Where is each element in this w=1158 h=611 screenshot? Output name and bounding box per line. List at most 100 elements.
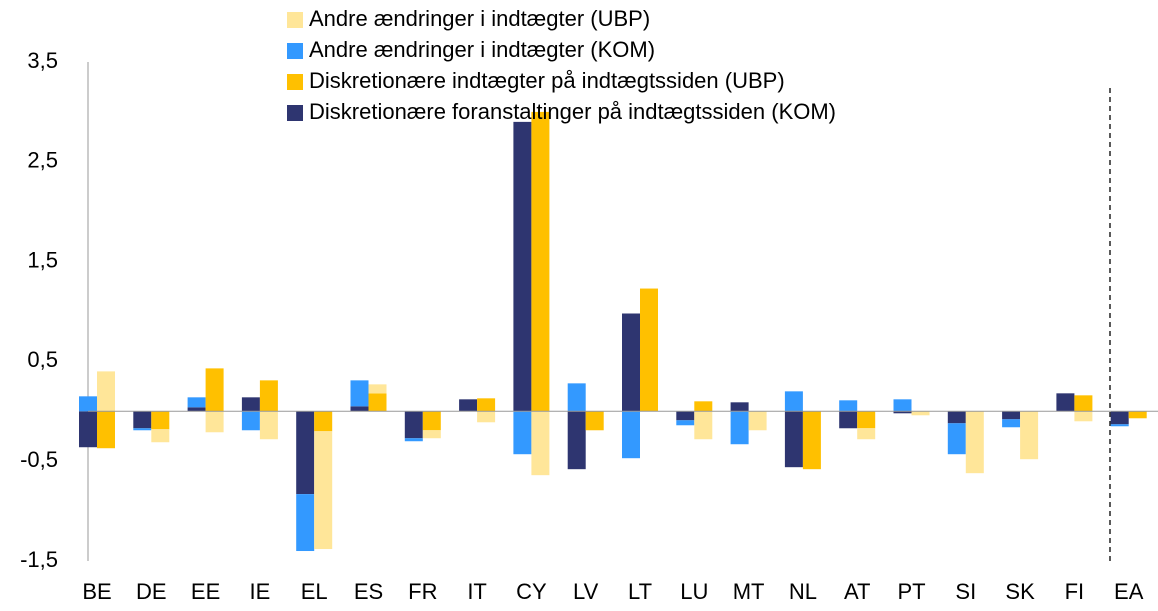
bar bbox=[857, 411, 876, 429]
x-tick-label: MT bbox=[733, 579, 765, 604]
bar bbox=[404, 438, 423, 442]
y-tick-label: -1,5 bbox=[20, 547, 58, 572]
bar bbox=[133, 428, 152, 431]
bar bbox=[422, 430, 441, 439]
x-tick-label: PT bbox=[897, 579, 925, 604]
bar bbox=[205, 368, 224, 412]
x-tick-label: NL bbox=[789, 579, 817, 604]
bar bbox=[133, 411, 152, 429]
bar bbox=[296, 411, 315, 495]
y-tick-label: 2,5 bbox=[27, 148, 58, 173]
x-tick-label: IE bbox=[250, 579, 271, 604]
bar bbox=[368, 384, 387, 394]
x-tick-label: AT bbox=[844, 579, 870, 604]
legend-swatch bbox=[287, 105, 303, 121]
bar bbox=[422, 411, 441, 431]
bar bbox=[839, 400, 858, 412]
bar bbox=[296, 494, 315, 552]
bar bbox=[784, 411, 803, 468]
bar bbox=[947, 411, 966, 424]
bar bbox=[531, 111, 550, 412]
bar bbox=[151, 411, 170, 430]
bar bbox=[241, 411, 260, 431]
legend-swatch bbox=[287, 43, 303, 59]
bar bbox=[97, 371, 115, 412]
y-tick-label: 0,5 bbox=[27, 347, 58, 372]
bar bbox=[151, 429, 170, 443]
bar bbox=[314, 411, 333, 432]
bar bbox=[730, 402, 749, 412]
x-tick-label: LU bbox=[680, 579, 708, 604]
x-tick-label: SI bbox=[955, 579, 976, 604]
x-tick-label: IT bbox=[467, 579, 487, 604]
bar bbox=[802, 411, 821, 470]
bar bbox=[893, 399, 912, 412]
x-tick-label: ES bbox=[354, 579, 383, 604]
bar bbox=[350, 380, 369, 407]
legend-label: Andre ændringer i indtægter (KOM) bbox=[309, 37, 655, 62]
bar bbox=[513, 121, 532, 412]
bar bbox=[947, 423, 966, 455]
bar bbox=[567, 383, 586, 412]
legend-label: Diskretionære foranstaltinger på indtægt… bbox=[309, 99, 836, 124]
x-tick-label: FI bbox=[1065, 579, 1085, 604]
bar bbox=[748, 411, 767, 431]
bar bbox=[694, 411, 713, 440]
bar bbox=[676, 411, 695, 421]
x-tick-label: DE bbox=[136, 579, 167, 604]
bar bbox=[314, 431, 333, 550]
bar bbox=[1110, 411, 1129, 425]
bar bbox=[839, 411, 858, 429]
y-tick-label: -0,5 bbox=[20, 447, 58, 472]
bar bbox=[911, 411, 930, 416]
bar bbox=[1074, 411, 1093, 422]
bar bbox=[567, 411, 586, 470]
bar bbox=[350, 406, 369, 412]
x-tick-label: EA bbox=[1114, 579, 1144, 604]
bar bbox=[404, 411, 423, 439]
bar bbox=[585, 411, 604, 431]
bar bbox=[640, 288, 658, 412]
x-tick-label: CY bbox=[516, 579, 547, 604]
x-tick-label: EE bbox=[191, 579, 220, 604]
bar bbox=[730, 411, 749, 445]
bar bbox=[784, 391, 803, 412]
x-tick-label: FR bbox=[408, 579, 437, 604]
bar bbox=[79, 411, 97, 448]
y-tick-label: 3,5 bbox=[27, 48, 58, 73]
bar bbox=[241, 397, 260, 412]
bar bbox=[259, 380, 278, 412]
bar bbox=[694, 401, 713, 412]
legend-swatch bbox=[287, 74, 303, 90]
bar bbox=[187, 407, 206, 412]
bar bbox=[368, 393, 387, 412]
x-tick-label: EL bbox=[301, 579, 328, 604]
bar bbox=[622, 313, 640, 412]
bar bbox=[1128, 411, 1147, 419]
bar bbox=[1074, 395, 1093, 412]
legend-label: Andre ændringer i indtægter (UBP) bbox=[309, 6, 650, 31]
bar bbox=[622, 411, 640, 459]
bar bbox=[205, 411, 224, 433]
bar bbox=[1002, 419, 1021, 428]
bar bbox=[97, 411, 115, 449]
bar bbox=[1020, 411, 1039, 460]
bar bbox=[531, 411, 550, 476]
bar bbox=[1002, 411, 1021, 420]
bar bbox=[79, 396, 97, 412]
bar bbox=[1056, 393, 1075, 412]
x-tick-label: SK bbox=[1005, 579, 1035, 604]
bar bbox=[187, 397, 206, 408]
legend-label: Diskretionære indtægter på indtægtssiden… bbox=[309, 68, 785, 93]
x-tick-label: LT bbox=[628, 579, 652, 604]
x-tick-label: LV bbox=[573, 579, 599, 604]
bar bbox=[857, 428, 876, 440]
bar bbox=[965, 411, 984, 474]
bar bbox=[459, 399, 478, 412]
bar bbox=[676, 420, 695, 426]
y-tick-label: 1,5 bbox=[27, 247, 58, 272]
bar bbox=[893, 411, 912, 414]
bar bbox=[259, 411, 278, 440]
x-tick-label: BE bbox=[82, 579, 111, 604]
